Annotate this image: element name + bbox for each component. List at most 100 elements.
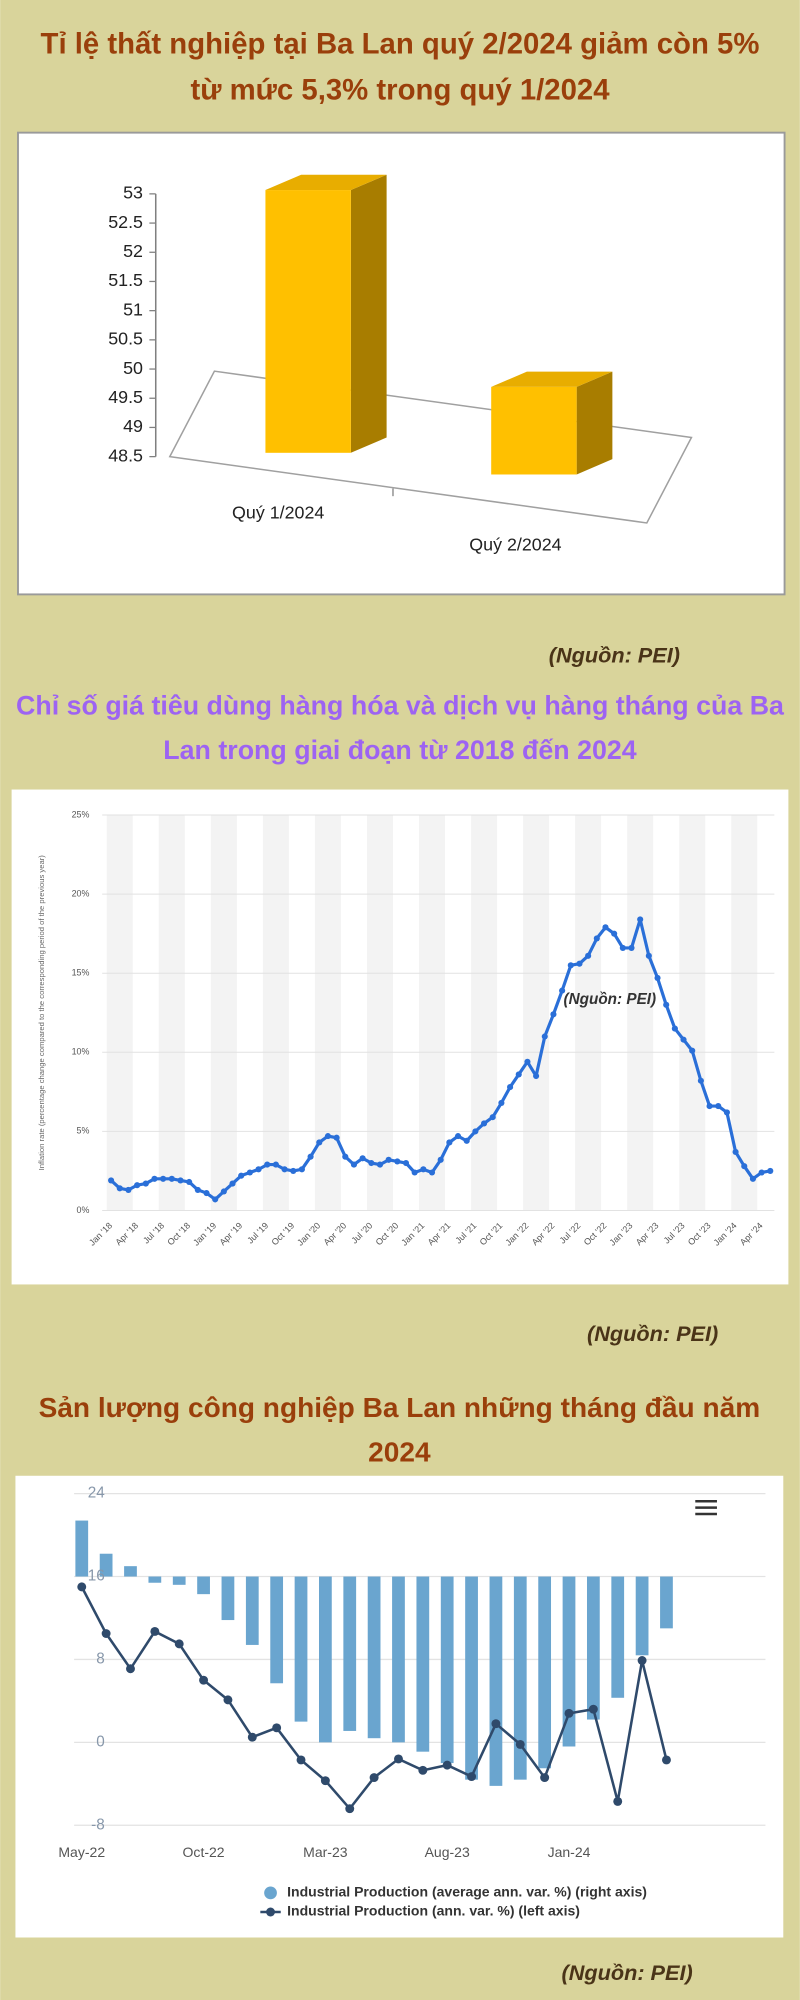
y-tick-label: 25% bbox=[72, 809, 90, 819]
y-tick-label: 5% bbox=[77, 1126, 90, 1136]
point bbox=[320, 1776, 330, 1786]
point bbox=[126, 1664, 135, 1674]
bar bbox=[367, 1576, 381, 1739]
legend-label: Industrial Production (ann. var. %) (lef… bbox=[287, 1903, 580, 1919]
point bbox=[238, 1172, 245, 1179]
point bbox=[611, 930, 618, 937]
point bbox=[296, 1755, 306, 1765]
point bbox=[220, 1188, 227, 1195]
point bbox=[194, 1186, 201, 1193]
band bbox=[262, 815, 289, 1211]
point bbox=[628, 944, 635, 951]
bar bbox=[75, 1520, 89, 1577]
point bbox=[671, 1025, 678, 1032]
point bbox=[540, 1773, 550, 1783]
legend-label: Industrial Production (average ann. var.… bbox=[287, 1884, 647, 1900]
point bbox=[489, 1114, 496, 1121]
band bbox=[523, 815, 550, 1211]
point bbox=[480, 1120, 488, 1127]
point bbox=[507, 1084, 514, 1091]
point bbox=[541, 1033, 548, 1040]
band bbox=[419, 815, 446, 1211]
y-tick-label: -8 bbox=[91, 1816, 105, 1833]
bar bbox=[319, 1576, 332, 1743]
bar bbox=[99, 1553, 113, 1577]
band bbox=[158, 815, 185, 1211]
y-tick-label: 48.5 bbox=[108, 445, 143, 465]
bar bbox=[538, 1576, 552, 1769]
bar bbox=[489, 1576, 503, 1786]
bar bbox=[124, 1566, 137, 1577]
bar bbox=[562, 1576, 576, 1747]
point bbox=[515, 1739, 525, 1749]
point bbox=[177, 1177, 184, 1184]
point bbox=[385, 1156, 392, 1163]
source-note: (Nguồn: PEI) bbox=[587, 1321, 718, 1346]
point bbox=[394, 1158, 401, 1165]
point bbox=[359, 1155, 366, 1162]
point bbox=[446, 1139, 453, 1146]
point bbox=[533, 1072, 540, 1080]
chart-panel bbox=[11, 789, 789, 1285]
y-tick-label: 52 bbox=[123, 241, 143, 261]
point bbox=[160, 1175, 167, 1182]
point bbox=[411, 1169, 418, 1176]
point bbox=[723, 1109, 730, 1116]
bar bbox=[465, 1576, 478, 1780]
point bbox=[168, 1175, 175, 1182]
bar bbox=[611, 1576, 625, 1698]
band bbox=[106, 815, 133, 1211]
point bbox=[661, 1755, 671, 1765]
point bbox=[613, 1796, 623, 1806]
point bbox=[567, 962, 574, 969]
point bbox=[559, 987, 566, 994]
legend-marker bbox=[266, 1907, 275, 1917]
band bbox=[627, 815, 654, 1211]
point bbox=[376, 1161, 384, 1168]
band bbox=[679, 815, 706, 1211]
point bbox=[637, 1656, 647, 1665]
point bbox=[368, 1159, 375, 1167]
point bbox=[749, 1175, 756, 1182]
annotation: (Nguồn: PEI) bbox=[564, 991, 657, 1008]
point bbox=[307, 1153, 314, 1160]
point bbox=[715, 1103, 722, 1110]
point bbox=[515, 1071, 522, 1078]
bar bbox=[245, 1576, 259, 1645]
point bbox=[758, 1169, 765, 1176]
point bbox=[203, 1190, 210, 1197]
point bbox=[290, 1167, 297, 1174]
x-tick-label: May-22 bbox=[58, 1844, 105, 1860]
point bbox=[298, 1166, 305, 1173]
y-tick-label: 10% bbox=[72, 1047, 90, 1057]
y-tick-label: 0% bbox=[77, 1205, 90, 1215]
source-note: (Nguồn: PEI) bbox=[549, 643, 680, 668]
point bbox=[212, 1196, 219, 1203]
band bbox=[366, 815, 393, 1211]
point bbox=[350, 1161, 358, 1168]
x-tick-label: Quý 2/2024 bbox=[469, 535, 561, 555]
point bbox=[229, 1180, 236, 1187]
bar bbox=[416, 1576, 430, 1752]
y-tick-label: 50.5 bbox=[108, 329, 143, 349]
point bbox=[491, 1719, 501, 1729]
x-tick-label: Quý 1/2024 bbox=[232, 503, 324, 523]
point bbox=[689, 1047, 696, 1054]
point bbox=[199, 1675, 209, 1685]
point bbox=[151, 1175, 158, 1182]
point bbox=[247, 1732, 257, 1742]
point bbox=[498, 1099, 505, 1106]
menu-icon[interactable] bbox=[695, 1500, 717, 1516]
point bbox=[680, 1036, 687, 1043]
point bbox=[345, 1804, 355, 1814]
y-tick-label: 16 bbox=[88, 1568, 105, 1585]
point bbox=[125, 1186, 132, 1193]
x-tick-label: Mar-23 bbox=[303, 1844, 348, 1860]
point bbox=[428, 1169, 436, 1176]
point bbox=[281, 1166, 288, 1173]
point bbox=[706, 1103, 713, 1110]
point bbox=[732, 1148, 739, 1155]
y-tick-label: 15% bbox=[72, 968, 90, 978]
